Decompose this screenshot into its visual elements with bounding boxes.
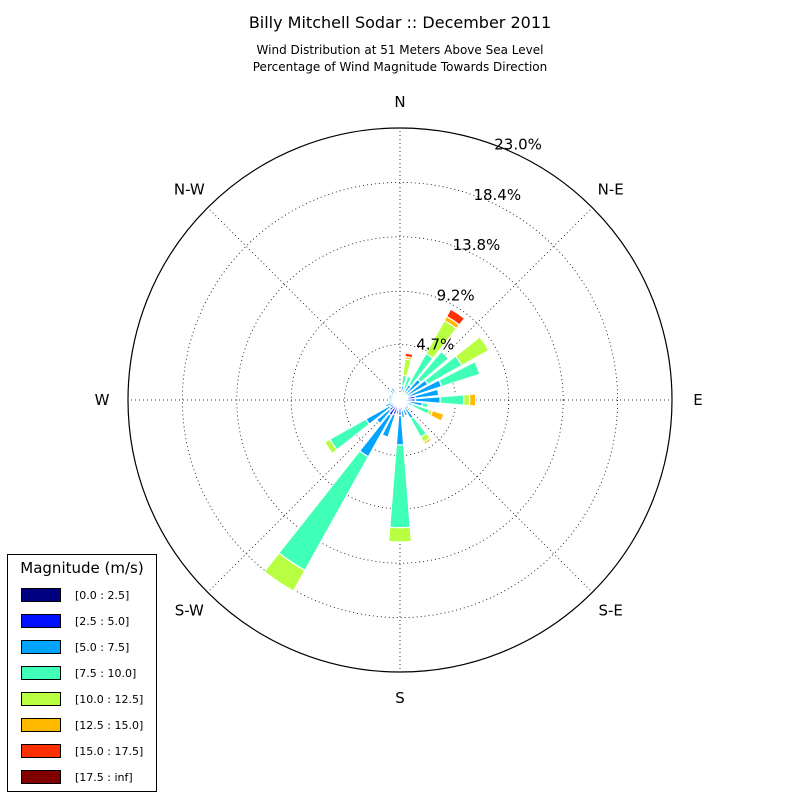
chart-title: Billy Mitchell Sodar :: December 2011: [249, 13, 551, 32]
legend-label: [17.5 : inf]: [75, 771, 133, 784]
wind-bars: [263, 308, 490, 592]
wind-bar-segment: [402, 358, 413, 377]
wind-bar-segment: [323, 438, 338, 455]
legend-swatch: [21, 588, 61, 602]
direction-label: S: [395, 689, 405, 707]
wind-bar-segment: [387, 400, 393, 404]
direction-label: N-W: [174, 180, 205, 198]
direction-label: S-W: [175, 602, 204, 620]
legend-item: [17.5 : inf]: [21, 770, 161, 784]
legend-item: [5.0 : 7.5]: [21, 640, 161, 654]
wind-bar-segment: [389, 444, 411, 529]
legend: Magnitude (m/s) [0.0 : 2.5] [2.5 : 5.0] [5…: [7, 554, 157, 792]
wind-bar-segment: [278, 450, 370, 572]
legend-swatch: [21, 692, 61, 706]
ring-label: 18.4%: [473, 186, 521, 204]
ring-label: 23.0%: [494, 136, 542, 154]
legend-swatch: [21, 744, 61, 758]
wind-bar-segment: [463, 393, 471, 407]
legend-label: [10.0 : 12.5]: [75, 693, 144, 706]
legend-swatch: [21, 614, 61, 628]
chart-subtitle-2: Percentage of Wind Magnitude Towards Dir…: [253, 60, 547, 74]
legend-item: [12.5 : 15.0]: [21, 718, 161, 732]
grid-spoke: [399, 399, 593, 593]
legend-swatch: [21, 666, 61, 680]
legend-label: [2.5 : 5.0]: [75, 615, 130, 628]
wind-bar-segment: [390, 386, 397, 394]
direction-label: E: [693, 391, 702, 409]
legend-title: Magnitude (m/s): [20, 559, 144, 577]
wind-bar-segment: [438, 360, 481, 388]
legend-label: [0.0 : 2.5]: [75, 589, 130, 602]
wind-bar-segment: [400, 409, 406, 419]
legend-swatch: [21, 770, 61, 784]
grid-spoke: [207, 207, 401, 401]
wind-bar-segment: [402, 375, 413, 391]
legend-label: [5.0 : 7.5]: [75, 641, 130, 654]
legend-item: [7.5 : 10.0]: [21, 666, 161, 680]
grid-spoke: [207, 399, 401, 593]
direction-label: S-E: [599, 602, 623, 620]
legend-item: [15.0 : 17.5]: [21, 744, 161, 758]
wind-bar-segment: [409, 415, 428, 438]
grid-spoke: [399, 207, 593, 401]
wind-bar-segment: [420, 401, 429, 409]
wind-bar-segment: [404, 352, 414, 359]
ring-label: 13.8%: [453, 236, 501, 254]
wind-bar-segment: [387, 526, 413, 543]
ring-label: 9.2%: [437, 286, 475, 304]
wind-bar-segment: [375, 408, 392, 425]
ring-label: 4.7%: [416, 336, 454, 354]
wind-bar-segment: [396, 391, 401, 398]
wind-bar-segment: [422, 437, 433, 446]
wind-bar-segment: [414, 388, 440, 399]
wind-bar-segment: [445, 308, 466, 326]
legend-item: [10.0 : 12.5]: [21, 692, 161, 706]
outer-circle: [127, 127, 673, 673]
direction-label: N: [394, 93, 405, 111]
direction-label: N-E: [598, 180, 624, 198]
wind-bar-segment: [395, 414, 405, 446]
direction-label: W: [95, 391, 110, 409]
wind-bar-segment: [429, 409, 445, 422]
legend-swatch: [21, 640, 61, 654]
wind-bar-segment: [384, 401, 395, 408]
axis-labels: N N-E E S-E S S-W W N-W 4.7% 9.2% 13.8% 18.4% 23.0%: [95, 93, 703, 707]
legend-swatch: [21, 718, 61, 732]
wind-bar-segment: [454, 336, 490, 367]
wind-bar-segment: [387, 393, 395, 399]
wind-bar-segment: [416, 350, 450, 384]
wind-bar-segment: [468, 393, 477, 407]
legend-label: [15.0 : 17.5]: [75, 745, 144, 758]
grid-ring: [181, 181, 619, 619]
chart-subtitle: Wind Distribution at 51 Meters Above Sea…: [257, 43, 544, 57]
legend-item: [0.0 : 2.5]: [21, 588, 161, 602]
legend-label: [7.5 : 10.0]: [75, 667, 137, 680]
legend-item: [2.5 : 5.0]: [21, 614, 161, 628]
grid-ring: [236, 236, 564, 564]
wind-bar-segment: [381, 412, 397, 438]
wind-bar-segment: [263, 552, 306, 592]
legend-label: [12.5 : 15.0]: [75, 719, 144, 732]
wind-bar-segment: [439, 394, 465, 406]
